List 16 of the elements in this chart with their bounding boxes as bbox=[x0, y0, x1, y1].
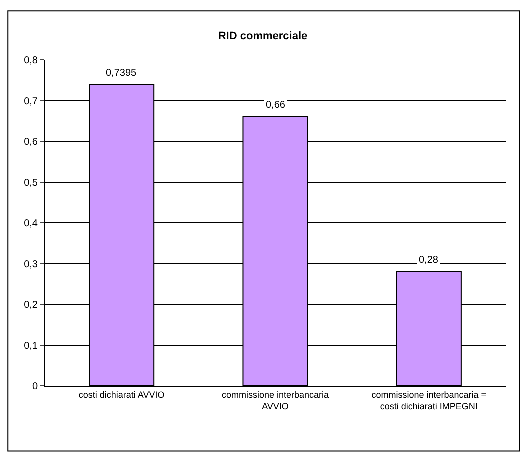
x-tick-label: commissione interbancaria = costi dichiarati IMPEGNI bbox=[372, 390, 487, 412]
y-tick-label: 0,8 bbox=[24, 56, 38, 66]
y-tick-label: 0,5 bbox=[24, 178, 38, 189]
y-tick-label: 0 bbox=[32, 382, 38, 392]
x-tick-label: commissione interbancaria AVVIO bbox=[222, 390, 330, 412]
y-tick-label: 0,7 bbox=[24, 96, 38, 108]
y-tick-label: 0,1 bbox=[24, 340, 38, 352]
y-tick-label: 0,6 bbox=[24, 137, 38, 148]
y-tick-label: 0,3 bbox=[24, 259, 38, 270]
y-tick-label: 0,4 bbox=[24, 218, 38, 230]
chart-title: RID commerciale bbox=[218, 30, 308, 43]
data-label: 0,7395 bbox=[106, 68, 138, 79]
data-label: 0,66 bbox=[266, 100, 286, 111]
y-tick-label: 0,2 bbox=[24, 300, 38, 311]
x-tick-label: costi dichiarati AVVIO bbox=[78, 390, 165, 400]
data-label: 0,28 bbox=[419, 255, 439, 266]
